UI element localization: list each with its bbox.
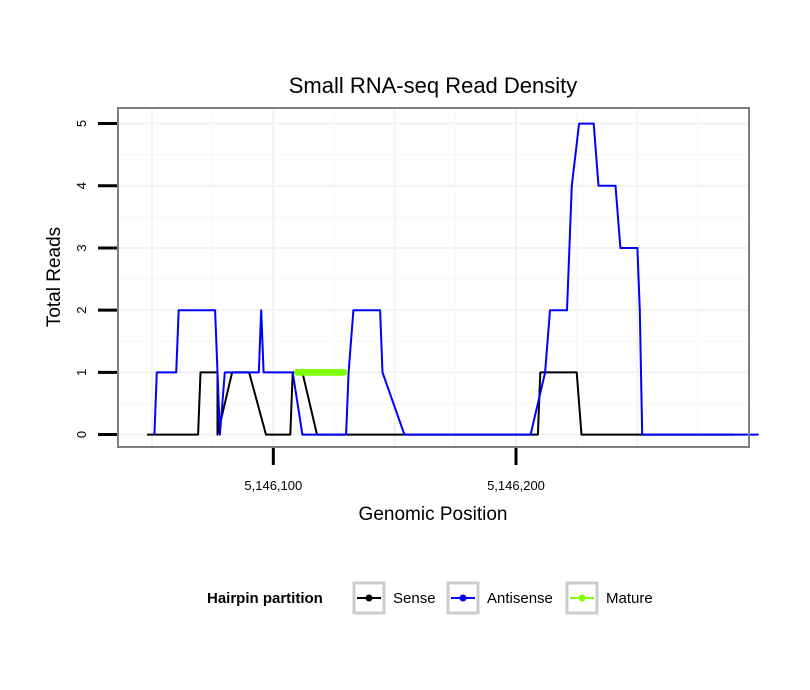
- x-tick-label: 5,146,200: [487, 478, 545, 493]
- legend-label-antisense: Antisense: [487, 590, 553, 607]
- legend-item-mature: Mature: [565, 581, 653, 615]
- grid-lines: [118, 108, 749, 447]
- series-point-mature: [340, 368, 348, 376]
- legend-label-sense: Sense: [393, 590, 436, 607]
- y-tick-label: 4: [74, 182, 89, 189]
- x-tick-label: 5,146,100: [244, 478, 302, 493]
- y-axis: 0 1 2 3 4 5: [74, 120, 117, 438]
- legend: Hairpin partition Sense Antisense Mature: [207, 581, 653, 615]
- plot-border: [117, 107, 750, 448]
- x-axis: 5,146,100 5,146,200: [244, 448, 545, 493]
- legend-label-mature: Mature: [606, 590, 653, 607]
- series-layer: [147, 122, 759, 436]
- series-line-antisense: [153, 122, 759, 436]
- legend-title: Hairpin partition: [207, 590, 323, 607]
- legend-marker-mature: [578, 594, 586, 602]
- y-tick-label: 1: [74, 369, 89, 376]
- legend-item-antisense: Antisense: [446, 581, 553, 615]
- legend-marker-antisense: [459, 594, 467, 602]
- y-tick-label: 3: [74, 244, 89, 251]
- y-tick-label: 2: [74, 307, 89, 314]
- y-tick-label: 5: [74, 120, 89, 127]
- chart-title: Small RNA-seq Read Density: [289, 73, 578, 98]
- legend-item-sense: Sense: [352, 581, 436, 615]
- y-axis-label: Total Reads: [44, 227, 65, 327]
- y-tick-label: 0: [74, 431, 89, 438]
- x-axis-label: Genomic Position: [359, 504, 508, 525]
- legend-marker-sense: [365, 594, 373, 602]
